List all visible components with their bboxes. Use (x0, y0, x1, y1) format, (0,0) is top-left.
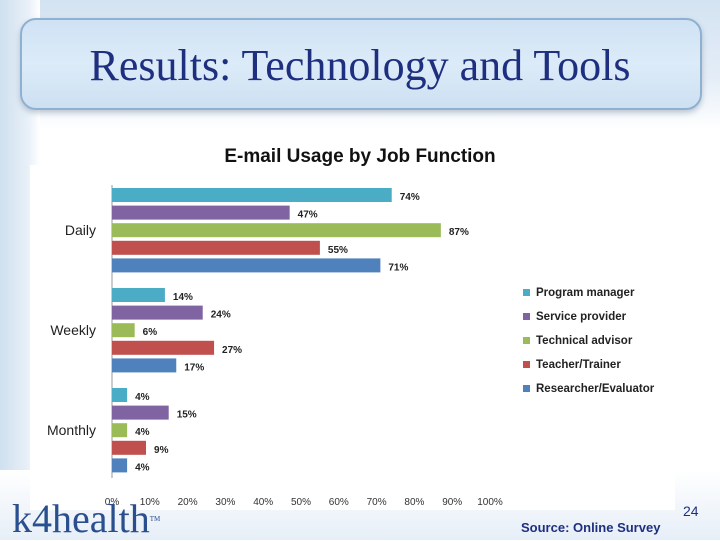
bar (112, 305, 203, 320)
bar (112, 188, 392, 202)
k4health-logo: k4healthTM (12, 497, 160, 541)
legend-label: Service provider (536, 311, 627, 323)
data-label: 14% (173, 292, 193, 303)
bar (112, 205, 290, 220)
data-label: 4% (135, 427, 150, 438)
legend-label: Teacher/Trainer (536, 359, 621, 371)
slide-title: Results: Technology and Tools (89, 41, 631, 90)
x-tick-label: 0% (105, 497, 120, 508)
x-tick-label: 90% (442, 497, 462, 508)
bar (112, 405, 169, 420)
bar (112, 240, 320, 255)
data-label: 9% (154, 445, 169, 456)
legend-swatch (523, 361, 530, 368)
x-tick-label: 30% (215, 497, 235, 508)
x-tick-label: 40% (253, 497, 273, 508)
x-tick-label: 20% (178, 497, 198, 508)
x-tick-label: 50% (291, 497, 311, 508)
category-label: Weekly (50, 322, 96, 338)
bar (112, 258, 381, 273)
bar (112, 223, 441, 238)
legend-label: Researcher/Evaluator (536, 383, 655, 395)
source-note: Source: Online Survey (521, 520, 661, 535)
x-tick-label: 100% (477, 497, 503, 508)
x-tick-label: 10% (140, 497, 160, 508)
logo-trademark: TM (149, 515, 161, 523)
bar (112, 288, 165, 302)
category-label: Daily (65, 222, 96, 238)
legend-swatch (523, 385, 530, 392)
data-label: 17% (184, 362, 204, 373)
bar (112, 458, 128, 473)
x-tick-label: 80% (404, 497, 424, 508)
title-banner (20, 18, 702, 110)
data-label: 47% (298, 210, 318, 221)
bar (112, 340, 215, 355)
page-number: 24 (683, 503, 699, 519)
data-label: 87% (449, 227, 469, 238)
data-label: 27% (222, 345, 242, 356)
data-label: 6% (143, 327, 158, 338)
data-label: 15% (177, 410, 197, 421)
category-label: Monthly (47, 422, 96, 438)
legend-swatch (523, 337, 530, 344)
bar (112, 388, 128, 402)
data-label: 55% (328, 245, 348, 256)
legend-swatch (523, 289, 530, 296)
bar (112, 358, 177, 373)
logo-text: k4health (12, 496, 150, 541)
x-tick-label: 70% (367, 497, 387, 508)
bar (112, 323, 135, 338)
legend-label: Program manager (536, 287, 635, 299)
data-label: 4% (135, 392, 150, 403)
legend-label: Technical advisor (536, 335, 633, 347)
bar (112, 440, 147, 455)
data-label: 4% (135, 462, 150, 473)
data-label: 24% (211, 310, 231, 321)
data-label: 74% (400, 192, 420, 203)
chart-title: E-mail Usage by Job Function (224, 146, 496, 167)
legend-swatch (523, 313, 530, 320)
data-label: 71% (388, 262, 408, 273)
bar (112, 423, 128, 438)
x-tick-label: 60% (329, 497, 349, 508)
